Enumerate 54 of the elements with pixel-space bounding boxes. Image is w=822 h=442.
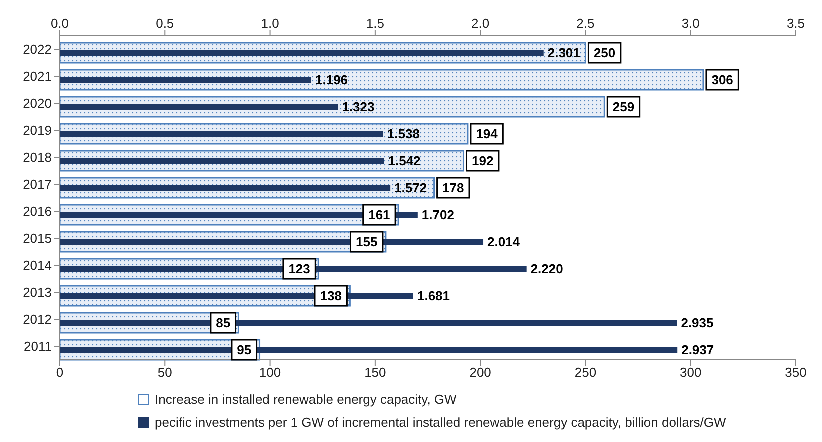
legend-label: pecific investments per 1 GW of incremental installed renewable energy capacity, billion dollars/GW (155, 415, 726, 430)
x-tick-label: 150 (364, 365, 386, 380)
x2-tick-label: 0.5 (156, 16, 174, 31)
data-label: 178 (442, 180, 464, 196)
y-tick-label: 2017 (23, 177, 52, 192)
y-tick-label: 2020 (23, 96, 52, 112)
x2-tick-label: 3.5 (786, 16, 806, 31)
data-label: 1.323 (342, 100, 375, 114)
data-label: 95 (237, 342, 252, 358)
data-label: 123 (288, 262, 310, 276)
data-label: 155 (356, 234, 378, 250)
y-tick-label: 2016 (23, 204, 52, 220)
x-tick-label: 250 (574, 365, 597, 380)
x2-tick-label: 1.0 (261, 16, 280, 31)
data-label: 1.572 (394, 180, 428, 196)
data-label: 2.301 (548, 46, 580, 60)
data-label: 192 (472, 154, 494, 168)
y-tick-label: 2019 (23, 123, 52, 138)
data-label: 259 (612, 100, 635, 114)
data-label: 2.014 (488, 234, 521, 250)
data-label: 1.702 (422, 208, 454, 222)
data-label: 306 (712, 72, 734, 88)
x2-tick-label: 2.5 (576, 16, 595, 31)
y-tick-label: 2013 (23, 285, 52, 300)
x-tick-label: 50 (158, 365, 172, 380)
data-label: 85 (216, 316, 231, 330)
data-label: 138 (320, 288, 342, 304)
x2-tick-label: 3.0 (682, 16, 700, 31)
y-tick-label: 2011 (24, 339, 52, 354)
y-tick-label: 2021 (23, 69, 52, 84)
y-tick-label: 2022 (23, 42, 52, 58)
x-tick-label: 0 (56, 365, 64, 380)
x-tick-label: 200 (470, 365, 492, 380)
x-tick-label: 300 (680, 365, 702, 380)
x-tick-label: 100 (259, 365, 282, 380)
y-tick-label: 2012 (23, 312, 52, 328)
data-label: 161 (368, 208, 390, 222)
data-label: 2.937 (682, 342, 714, 358)
data-label: 2.935 (681, 316, 714, 330)
data-label: 1.196 (316, 72, 348, 88)
y-tick-label: 2015 (23, 231, 52, 246)
data-label: 1.542 (388, 154, 421, 168)
y-tick-label: 2014 (23, 258, 52, 274)
y-tick-label: 2018 (23, 150, 52, 166)
data-label: 1.538 (387, 126, 420, 142)
data-label: 194 (476, 126, 499, 142)
data-label: 2.220 (530, 262, 564, 276)
x2-tick-label: 0.0 (50, 16, 70, 31)
x2-tick-label: 1.5 (366, 16, 384, 31)
data-label: 1.681 (417, 288, 450, 304)
x2-tick-label: 2.0 (472, 16, 490, 31)
x-tick-label: 350 (785, 365, 807, 380)
data-label: 250 (594, 46, 616, 60)
text: Increase in installed renewable energy capacity, GW (155, 392, 457, 407)
